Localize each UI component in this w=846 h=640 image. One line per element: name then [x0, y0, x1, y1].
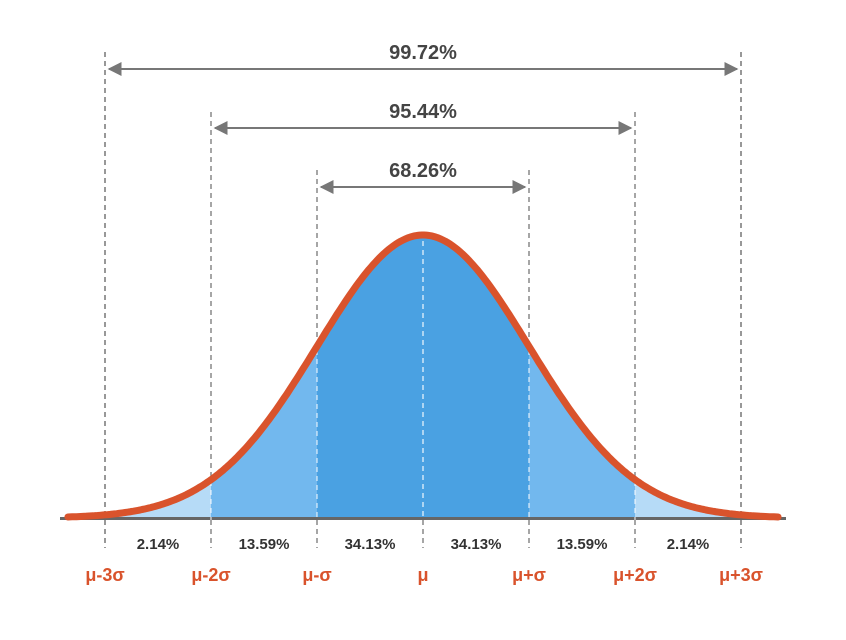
- range-label-1sigma: 68.26%: [389, 160, 457, 182]
- x-tick-label-3: μ: [417, 565, 428, 585]
- sigma-guides: [104, 52, 742, 548]
- segment-label-3: 34.13%: [451, 536, 502, 553]
- bell-curve: [64, 231, 782, 521]
- area-segment-5: [635, 479, 741, 518]
- segment-label-5: 2.14%: [667, 536, 710, 553]
- range-label-2sigma: 95.44%: [389, 101, 457, 123]
- segment-label-1: 13.59%: [239, 536, 290, 553]
- x-tick-label-5: μ+2σ: [613, 565, 657, 585]
- segment-labels: 2.14% 13.59% 34.13% 34.13% 13.59% 2.14%: [137, 536, 710, 553]
- segment-label-2: 34.13%: [345, 536, 396, 553]
- area-segment-0: [105, 479, 211, 518]
- x-tick-label-1: μ-2σ: [191, 565, 230, 585]
- x-tick-label-0: μ-3σ: [85, 565, 124, 585]
- x-tick-labels: μ-3σ μ-2σ μ-σ μ μ+σ μ+2σ μ+3σ: [85, 565, 763, 585]
- area-segment-3: [423, 235, 529, 518]
- x-tick-label-2: μ-σ: [302, 565, 331, 585]
- bell-curve-line: [64, 231, 782, 521]
- x-tick-label-4: μ+σ: [512, 565, 546, 585]
- segment-label-4: 13.59%: [557, 536, 608, 553]
- segment-label-0: 2.14%: [137, 536, 180, 553]
- range-annotations: 99.72% 95.44% 68.26%: [107, 42, 739, 194]
- range-label-3sigma: 99.72%: [389, 42, 457, 64]
- x-tick-label-6: μ+3σ: [719, 565, 763, 585]
- area-segment-2: [317, 235, 423, 518]
